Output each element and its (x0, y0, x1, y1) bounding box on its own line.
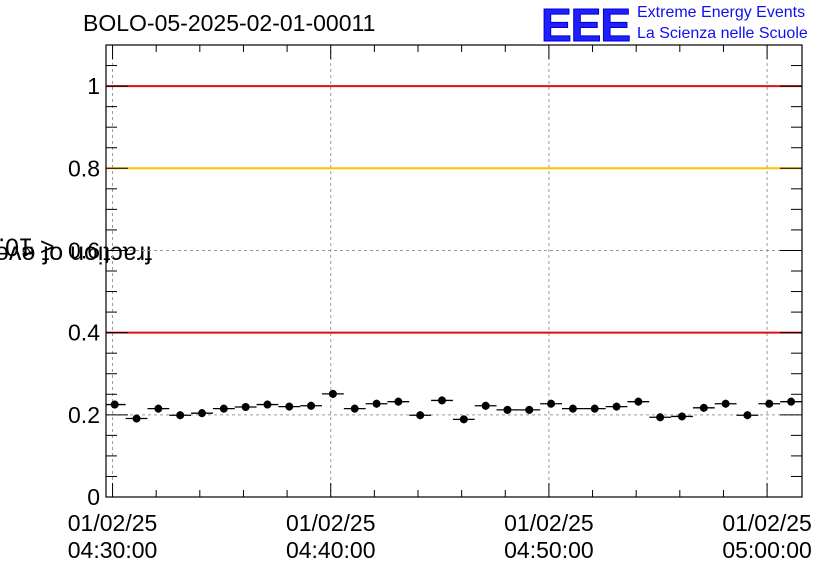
x-tick-date-3: 01/02/25 (722, 510, 812, 536)
y-tick-label-1: 0.2 (68, 402, 100, 428)
data-point-10 (328, 389, 337, 398)
y-tick-label-0: 0 (87, 484, 100, 510)
y-tick-label-4: 0.8 (68, 155, 100, 181)
eee-logo: EEE Extreme Energy Events La Scienza nel… (540, 0, 831, 52)
data-point-9 (307, 401, 316, 410)
x-tick-date-0: 01/02/25 (68, 510, 158, 536)
data-point-3 (176, 411, 185, 420)
data-point-25 (656, 413, 665, 422)
data-point-14 (416, 411, 425, 420)
y-tick-label-3: 0.6 (68, 237, 100, 263)
data-point-11 (350, 404, 359, 413)
data-point-24 (634, 397, 643, 406)
data-point-23 (612, 402, 621, 411)
x-tick-date-1: 01/02/25 (286, 510, 376, 536)
data-point-2 (154, 404, 163, 413)
data-point-1 (132, 414, 141, 423)
data-point-6 (241, 403, 250, 412)
data-point-13 (394, 397, 403, 406)
logo-line-2: La Scienza nelle Scuole (637, 25, 808, 42)
y-tick-label-5: 1 (87, 73, 100, 99)
data-point-15 (438, 396, 446, 405)
data-point-29 (743, 411, 752, 420)
data-point-31 (787, 397, 796, 406)
data-point-4 (198, 409, 206, 418)
data-point-12 (372, 399, 381, 408)
data-point-8 (285, 402, 294, 411)
x-tick-time-1: 04:40:00 (286, 537, 376, 563)
data-point-5 (219, 404, 228, 413)
logo-line-1: Extreme Energy Events (637, 4, 806, 21)
x-tick-date-2: 01/02/25 (504, 510, 594, 536)
plot-frame (105, 44, 803, 498)
x-tick-time-3: 05:00:00 (722, 537, 812, 563)
data-point-17 (481, 401, 490, 410)
data-point-28 (721, 399, 730, 408)
data-point-21 (568, 404, 577, 413)
x-tick-time-0: 04:30:00 (68, 537, 158, 563)
chart-title: BOLO-05-2025-02-01-00011 (83, 10, 376, 36)
x-tick-time-2: 04:50:00 (504, 537, 594, 563)
y-tick-label-2: 0.4 (68, 320, 100, 346)
data-point-27 (699, 403, 708, 412)
logo-mark: EEE (540, 0, 631, 52)
data-point-22 (590, 404, 599, 413)
data-point-19 (525, 405, 534, 414)
data-point-7 (263, 400, 272, 409)
data-point-26 (678, 412, 686, 421)
data-point-16 (459, 415, 468, 424)
data-point-30 (765, 399, 774, 408)
data-point-20 (547, 399, 556, 408)
data-point-0 (110, 400, 119, 409)
data-point-18 (503, 405, 512, 414)
